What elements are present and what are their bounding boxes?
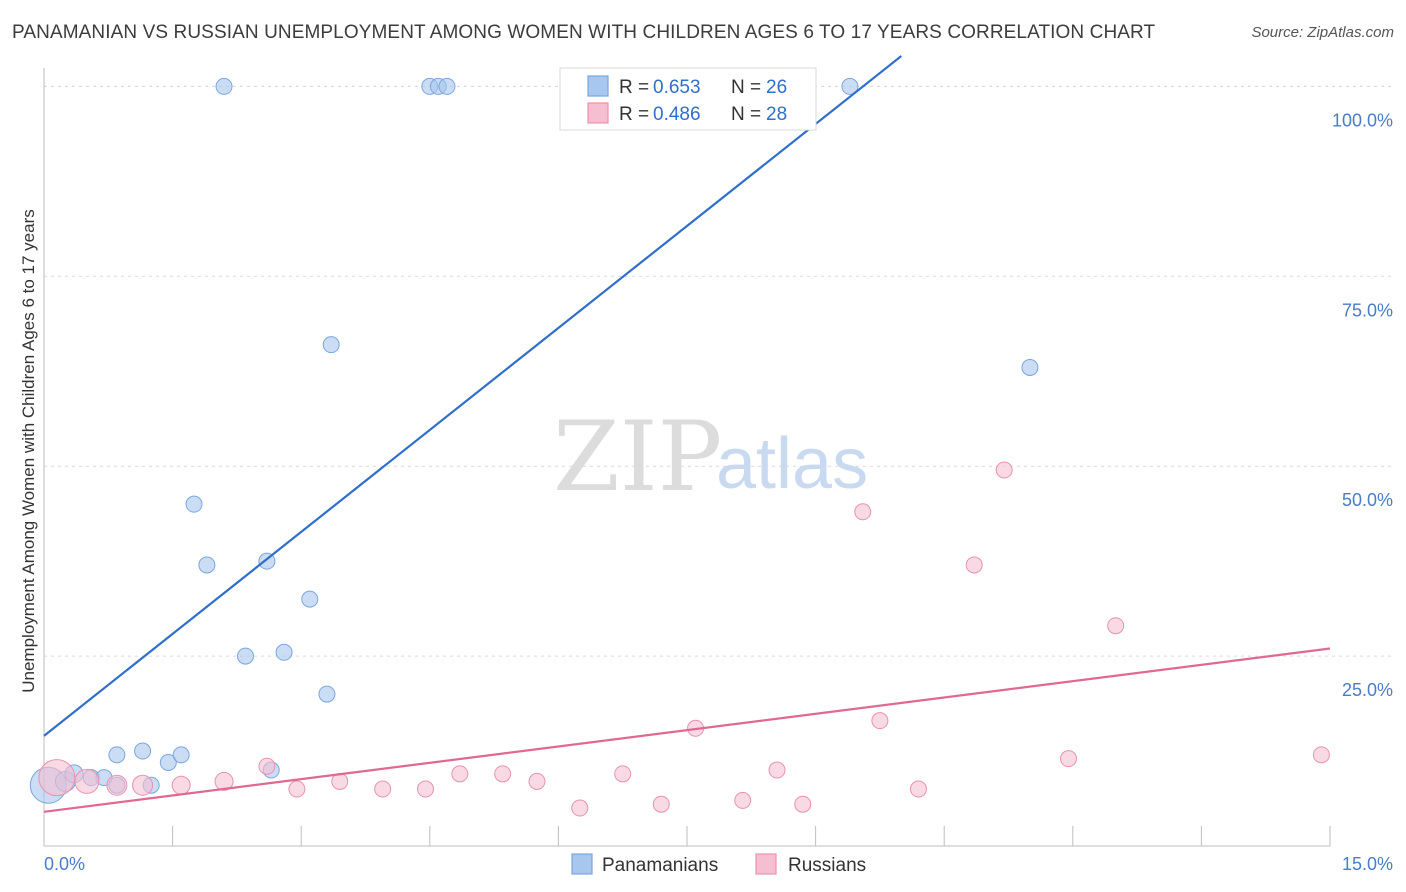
russian-point [909, 780, 927, 798]
legend-swatch-russians [587, 102, 609, 124]
watermark: ZIP atlas [553, 401, 868, 513]
x-tick-label: 15.0% [1342, 854, 1393, 874]
series-legend-label-russians: Russians [788, 855, 866, 876]
legend-n-label-1: N = [731, 77, 761, 98]
russian-trend-line [43, 647, 1331, 813]
russian-point [854, 503, 872, 521]
russian-point [995, 461, 1013, 479]
y-tick-label: 50.0% [1342, 490, 1393, 510]
russian-point [734, 791, 752, 809]
source-credit: Source: ZipAtlas.com [1251, 24, 1394, 41]
legend-n-label-2: N = [731, 104, 761, 125]
russian-point [374, 780, 392, 798]
gridlines [44, 85, 1395, 657]
panamanian-trend-line [43, 55, 903, 737]
russian-point [132, 774, 154, 796]
watermark-zip: ZIP [553, 401, 722, 513]
russian-point [171, 775, 191, 795]
russian-point [258, 757, 276, 775]
russian-point [106, 774, 128, 796]
series-legend-label-panamanians: Panamanians [602, 855, 718, 876]
russian-point [571, 799, 589, 817]
series-legend-swatch-russians [755, 853, 777, 875]
trend-lines [43, 55, 1331, 813]
russian-point [652, 795, 670, 813]
russian-point [1312, 746, 1330, 764]
panamanian-point [172, 746, 190, 764]
panamanian-point [1021, 358, 1039, 376]
legend-n-value-1: 26 [766, 77, 787, 98]
y-axis-label: Unemployment Among Women with Children A… [19, 209, 38, 693]
series-legend-swatch-panamanians [571, 853, 593, 875]
panamanian-point [322, 336, 340, 354]
legend-n-value-2: 28 [766, 104, 787, 125]
legend-r-label-2: R = [619, 104, 649, 125]
legend-r-value-2: 0.486 [653, 104, 701, 125]
russian-point [74, 768, 100, 794]
russian-point [38, 759, 76, 797]
y-tick-label: 75.0% [1342, 300, 1393, 320]
legend: R = 0.653 N = 26 R = 0.486 N = 28 [559, 67, 817, 131]
x-tick-label: 0.0% [44, 854, 85, 874]
panamanian-point [275, 643, 293, 661]
y-tick-label: 100.0% [1332, 110, 1393, 130]
russian-point [528, 772, 546, 790]
russian-point [871, 712, 889, 730]
russian-point [768, 761, 786, 779]
y-tick-label: 25.0% [1342, 680, 1393, 700]
russian-point [794, 795, 812, 813]
series-legend: Panamanians Russians [571, 853, 866, 876]
panamanian-point [301, 590, 319, 608]
russian-point [451, 765, 469, 783]
data-points [29, 77, 1330, 817]
panamanian-point [198, 556, 216, 574]
russian-point [965, 556, 983, 574]
panamanian-point [318, 685, 336, 703]
panamanian-point [108, 746, 126, 764]
x-tick-labels: 0.0% 15.0% [44, 854, 1393, 874]
panamanian-point [134, 742, 152, 760]
panamanian-point [236, 647, 254, 665]
legend-r-value-1: 0.653 [653, 77, 701, 98]
russian-point [288, 780, 306, 798]
watermark-atlas: atlas [716, 424, 868, 504]
panamanian-point [841, 77, 859, 95]
legend-r-label-1: R = [619, 77, 649, 98]
chart-title: PANAMANIAN VS RUSSIAN UNEMPLOYMENT AMONG… [12, 22, 1156, 43]
panamanian-point [215, 77, 233, 95]
panamanian-point [159, 753, 177, 771]
russian-point [1107, 617, 1125, 635]
russian-point [417, 780, 435, 798]
panamanian-point [438, 77, 456, 95]
legend-swatch-panamanians [587, 75, 609, 97]
russian-point [1060, 750, 1078, 768]
y-tick-labels: 25.0% 50.0% 75.0% 100.0% [1332, 110, 1393, 700]
russian-point [614, 765, 632, 783]
russian-point [214, 771, 234, 791]
panamanian-point [185, 495, 203, 513]
russian-point [494, 765, 512, 783]
axes [43, 68, 1331, 847]
